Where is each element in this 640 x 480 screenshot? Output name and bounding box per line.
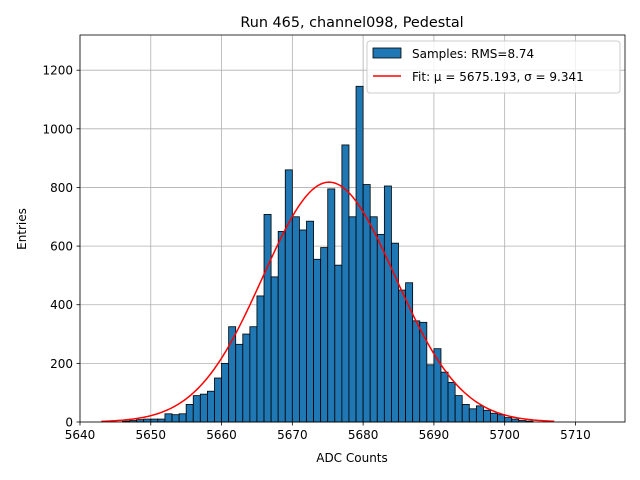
histogram-bar	[171, 414, 180, 423]
legend: Samples: RMS=8.74 Fit: μ = 5675.193, σ =…	[366, 40, 621, 94]
x-tick-label: 5660	[206, 428, 237, 442]
gaussian-fit-line	[101, 181, 555, 423]
plot-frame	[79, 34, 626, 423]
histogram-bar	[207, 390, 215, 423]
y-axis-label: Entries	[15, 208, 29, 250]
histogram-bar	[235, 343, 244, 423]
histogram-bar	[185, 404, 194, 423]
histogram-bar	[348, 216, 357, 423]
histogram-bar	[419, 321, 428, 423]
x-tick-label: 5670	[277, 428, 308, 442]
histogram-bar	[242, 333, 251, 423]
histogram-bar	[249, 326, 258, 423]
histogram-bar	[199, 393, 208, 423]
histogram-bar	[412, 320, 421, 423]
histogram-bar	[454, 395, 463, 423]
chart-title: Run 465, channel098, Pedestal	[240, 15, 463, 31]
x-tick-label: 5680	[348, 428, 379, 442]
x-axis-label: ADC Counts	[316, 451, 388, 465]
y-tick-label: 800	[50, 181, 73, 195]
y-tick-label: 1000	[42, 122, 73, 136]
histogram-bar	[405, 282, 414, 423]
histogram-bar	[334, 264, 343, 423]
x-tick-label: 5650	[136, 428, 167, 442]
legend-box	[366, 40, 621, 94]
histogram-bar	[178, 413, 187, 423]
y-tick-label: 400	[50, 298, 73, 312]
histogram-bar	[362, 184, 371, 423]
histogram-bar	[426, 364, 435, 423]
histogram-bar	[263, 214, 272, 423]
histogram-bar	[504, 417, 513, 423]
histogram-bar	[483, 409, 491, 423]
histogram-bar	[497, 414, 506, 423]
histogram-bar	[192, 395, 201, 423]
x-axis: 5640 5650 5660 5670 5680 5690 5700 5710	[65, 422, 591, 442]
histogram-bar	[284, 169, 293, 423]
histogram-bar	[468, 408, 477, 423]
histogram-bar	[376, 233, 385, 423]
histogram-bar	[256, 295, 265, 423]
histogram-bar	[461, 404, 470, 423]
y-tick-label: 600	[50, 240, 73, 254]
histogram-bar	[440, 371, 449, 423]
histogram-bar	[299, 229, 307, 423]
histogram-bar	[157, 418, 166, 423]
histogram-bar	[306, 220, 314, 423]
histogram-bar	[490, 412, 498, 423]
histogram-bar	[221, 362, 230, 423]
legend-label-samples: Samples: RMS=8.74	[412, 47, 534, 61]
y-tick-label: 1200	[42, 64, 73, 78]
histogram-bar	[369, 216, 378, 423]
histogram-bar	[475, 405, 484, 423]
y-tick-label: 200	[50, 357, 73, 371]
x-tick-label: 5710	[560, 428, 591, 442]
histogram-bar	[214, 377, 222, 423]
histogram-bar	[150, 418, 159, 423]
x-tick-label: 5700	[489, 428, 520, 442]
histogram-bar	[355, 85, 364, 423]
y-tick-label: 0	[65, 416, 73, 430]
histogram-bar	[383, 185, 392, 423]
histogram-bar	[327, 188, 336, 423]
histogram-bar	[447, 382, 456, 423]
histogram-bar	[398, 289, 406, 423]
histogram-bar	[143, 418, 152, 423]
y-axis: 0 200 400 600 800 1000 1200	[42, 64, 80, 430]
histogram-bar	[291, 216, 300, 423]
histogram-bar	[164, 413, 173, 423]
histogram-bar	[270, 276, 279, 423]
x-tick-label: 5640	[65, 428, 96, 442]
x-tick-label: 5690	[419, 428, 450, 442]
histogram-bar	[277, 231, 286, 423]
histogram-bar	[313, 258, 322, 423]
legend-label-fit: Fit: μ = 5675.193, σ = 9.341	[412, 70, 584, 84]
legend-bar-swatch	[372, 47, 402, 59]
histogram-bar	[511, 418, 520, 423]
histogram-bar	[320, 247, 329, 423]
